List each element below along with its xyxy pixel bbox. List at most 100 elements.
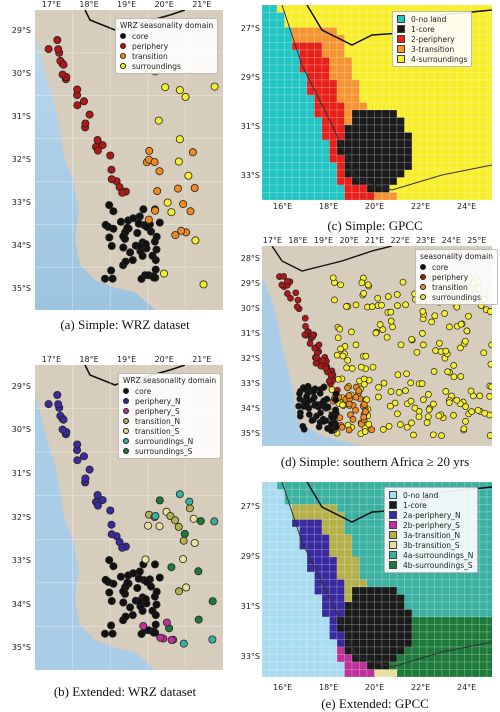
grid-cell [479,646,488,655]
station-marker [334,375,342,383]
station-marker [486,308,492,315]
panel-d-caption: (d) Simple: southern Africa ≥ 20 yrs [280,454,470,469]
grid-cell [404,616,413,625]
grid-cell [479,526,488,535]
legend-marker [420,284,426,290]
grid-cell [344,27,353,36]
grid-cell [314,154,323,163]
grid-cell [351,27,360,36]
grid-cell [366,19,375,28]
grid-cell [381,12,390,21]
station-marker [105,233,114,242]
grid-cell [464,616,473,625]
grid-cell [479,489,488,498]
station-marker [152,587,161,596]
grid-cell [291,654,300,663]
grid-cell [336,42,345,51]
panel-c-xticks: 16°E 18°E 20°E 22°E 24°E [262,202,492,212]
grid-cell [269,526,278,535]
grid-cell [276,184,285,193]
grid-cell [262,109,270,118]
legend-item: periphery_N [123,396,216,406]
grid-cell [411,646,420,655]
grid-cell [359,669,368,678]
grid-cell [314,519,323,528]
grid-cell [396,669,405,678]
grid-cell [306,609,315,618]
grid-cell [396,601,405,610]
grid-cell [321,669,330,678]
grid-cell [284,541,293,550]
station-marker [59,60,68,69]
grid-cell [351,534,360,543]
station-marker [462,403,469,410]
y-tick-label: 30°S [11,69,31,79]
station-marker [468,408,475,415]
grid-cell [486,669,492,678]
station-marker [284,277,291,285]
grid-cell [284,87,293,96]
grid-cell [299,541,308,550]
grid-cell [344,534,353,543]
grid-cell [262,661,270,670]
station-marker [463,327,471,335]
grid-cell [344,94,353,103]
station-marker [155,218,164,227]
grid-cell [486,124,492,133]
grid-cell [269,192,278,200]
grid-cell [389,654,398,663]
grid-cell [411,639,420,648]
station-marker [101,274,110,283]
grid-cell [306,616,315,625]
station-marker [311,344,319,352]
grid-cell [434,87,443,96]
grid-cell [351,504,360,513]
grid-cell [291,549,300,558]
grid-cell [471,669,480,678]
grid-cell [366,586,375,595]
grid-cell [359,571,368,580]
grid-cell [471,661,480,670]
grid-cell [262,616,270,625]
grid-cell [336,482,345,490]
grid-cell [299,5,308,13]
grid-cell [336,624,345,633]
grid-cell [441,72,450,81]
grid-cell [426,132,435,141]
grid-cell [351,564,360,573]
grid-cell [291,616,300,625]
grid-cell [366,5,375,13]
grid-cell [306,556,315,565]
grid-cell [269,534,278,543]
grid-cell [299,147,308,156]
legend-item: 0-no land [389,490,473,500]
grid-cell [299,184,308,193]
y-tick-label: 29°S [240,552,260,561]
grid-cell [329,579,338,588]
legend-label: 1-core [411,24,435,34]
grid-cell [381,102,390,111]
grid-cell [344,482,353,490]
grid-cell [299,49,308,58]
y-tick-label: 34°S [240,403,260,413]
grid-cell [284,34,293,43]
grid-cell [321,556,330,565]
grid-cell [381,579,390,588]
grid-cell [374,109,383,118]
grid-cell [374,594,383,603]
grid-cell [314,534,323,543]
station-marker [296,412,304,420]
grid-cell [359,184,368,193]
grid-cell [359,49,368,58]
grid-cell [336,79,345,88]
station-marker [411,404,419,412]
grid-cell [306,147,315,156]
grid-cell [464,154,473,163]
x-tick-label: 20°E [365,202,385,211]
grid-cell [336,661,345,670]
grid-cell [389,624,398,633]
grid-cell [441,79,450,88]
legend-marker [123,388,129,394]
grid-cell [411,579,420,588]
legend-label: 4b-surroundings_S [403,560,473,570]
